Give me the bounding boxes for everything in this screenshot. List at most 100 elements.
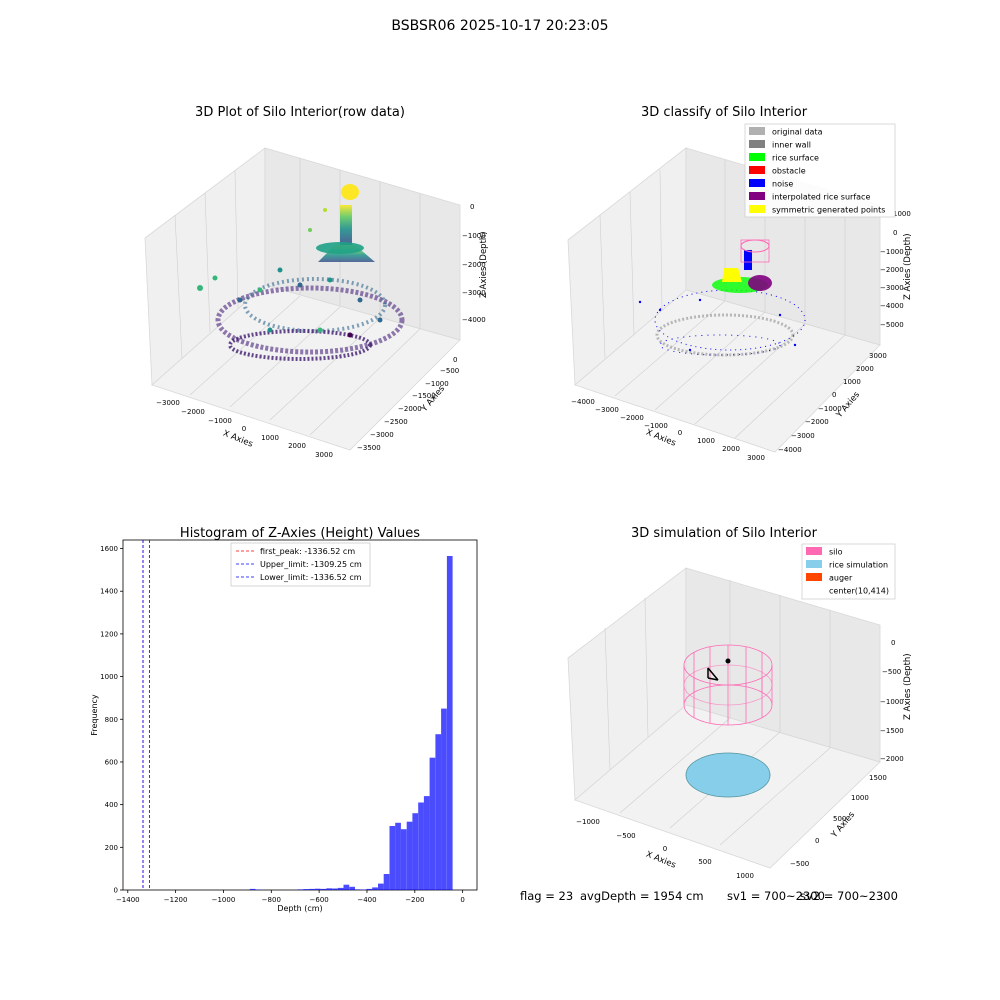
svg-text:−1000: −1000 xyxy=(644,422,668,430)
svg-text:−2000: −2000 xyxy=(181,408,205,416)
hist-legend-label: Lower_limit: -1336.52 cm xyxy=(260,573,362,582)
svg-text:−4000: −4000 xyxy=(778,446,802,454)
classify-legend-swatch xyxy=(749,153,765,161)
svg-text:−3000: −3000 xyxy=(880,284,904,292)
raw-x-label: X Axies xyxy=(221,429,254,450)
svg-text:0: 0 xyxy=(891,639,895,647)
raw-z-ticks: 0 −1000 −2000 −3000 −4000 xyxy=(462,203,486,324)
panel-classify-3d: 3D classify of Silo Interior xyxy=(567,105,913,462)
hist-x-tick-label: −1000 xyxy=(212,896,236,904)
hist-y-tick-label: 800 xyxy=(105,716,118,724)
simulation-legend-swatch xyxy=(806,573,822,581)
svg-text:−5000: −5000 xyxy=(880,321,904,329)
status-flag: flag = 23 xyxy=(520,889,574,903)
classify-legend-swatch xyxy=(749,140,765,148)
simulation-legend-label: auger xyxy=(829,574,853,583)
classify-legend-label: noise xyxy=(772,180,793,189)
status-sv2: sv2 = 700~2300 xyxy=(800,889,898,903)
hist-x-label: Depth (cm) xyxy=(277,904,322,913)
svg-text:3000: 3000 xyxy=(315,451,333,459)
hist-bar xyxy=(332,888,338,890)
svg-text:0: 0 xyxy=(678,429,682,437)
svg-text:0: 0 xyxy=(815,837,819,845)
svg-text:−1000: −1000 xyxy=(880,248,904,256)
raw-plot-title: 3D Plot of Silo Interior(row data) xyxy=(195,105,405,120)
svg-text:2000: 2000 xyxy=(856,365,874,373)
svg-text:−1500: −1500 xyxy=(880,727,904,735)
hist-bar xyxy=(418,802,424,890)
svg-text:−2000: −2000 xyxy=(398,405,422,413)
classify-z-label: Z Axies (Depth) xyxy=(903,233,913,300)
hist-bar xyxy=(372,887,378,890)
hist-legend: first_peak: -1336.52 cm Upper_limit: -130… xyxy=(230,542,371,587)
hist-bar xyxy=(435,734,442,890)
simulation-z-label: Z Axies (Depth) xyxy=(903,653,913,720)
svg-text:0: 0 xyxy=(242,425,246,433)
svg-text:3000: 3000 xyxy=(747,454,765,462)
auger-arrow xyxy=(707,667,719,681)
hist-y-tick-label: 200 xyxy=(105,844,118,852)
svg-text:−3000: −3000 xyxy=(791,432,815,440)
hist-y-tick-label: 1000 xyxy=(100,673,118,681)
classify-plot-title: 3D classify of Silo Interior xyxy=(641,105,808,120)
svg-text:−500: −500 xyxy=(616,832,635,840)
svg-text:1000: 1000 xyxy=(261,434,279,442)
hist-title: Histogram of Z-Axies (Height) Values xyxy=(180,526,420,541)
figure-title: BSBSR06 2025-10-17 20:23:05 xyxy=(391,18,609,34)
svg-text:−4000: −4000 xyxy=(880,302,904,310)
svg-text:1000: 1000 xyxy=(736,872,754,880)
simulation-legend-label: rice simulation xyxy=(829,561,888,570)
svg-text:2000: 2000 xyxy=(722,445,740,453)
panel-histogram: Histogram of Z-Axies (Height) Values −14… xyxy=(90,526,478,913)
classify-legend-label: obstacle xyxy=(772,167,806,176)
svg-text:2000: 2000 xyxy=(288,442,306,450)
simulation-legend-label: silo xyxy=(829,548,843,557)
svg-text:−2000: −2000 xyxy=(462,261,486,269)
classify-legend-label: original data xyxy=(772,128,823,137)
status-avg-depth: avgDepth = 1954 cm xyxy=(580,889,704,903)
hist-bar xyxy=(395,822,401,890)
hist-bar xyxy=(429,757,436,890)
hist-x-tick-label: −800 xyxy=(262,896,281,904)
classify-point-cloud xyxy=(638,239,806,357)
hist-bar xyxy=(314,888,321,890)
svg-text:500: 500 xyxy=(698,858,711,866)
svg-text:−2000: −2000 xyxy=(880,266,904,274)
simulation-legend-label: center(10,414) xyxy=(829,587,889,596)
svg-text:1000: 1000 xyxy=(893,210,911,218)
svg-text:1500: 1500 xyxy=(869,774,887,782)
hist-bar xyxy=(400,829,407,890)
hist-legend-frame xyxy=(230,542,371,587)
hist-y-tick-label: 0 xyxy=(114,887,118,895)
hist-bar xyxy=(355,889,361,890)
raw-z-label: Z Axies (Depth) xyxy=(479,231,489,298)
hist-bar xyxy=(349,886,355,890)
hist-bar xyxy=(383,874,390,890)
hist-bar xyxy=(423,796,430,890)
hist-x-tick-label: −1400 xyxy=(116,896,140,904)
simulation-legend-swatch xyxy=(806,560,822,568)
simulation-legend: silo rice simulation auger center(10,414) xyxy=(801,543,896,600)
classify-legend-label: inner wall xyxy=(772,141,811,150)
hist-x-tick-label: −400 xyxy=(357,896,376,904)
hist-x-tick-label: −1200 xyxy=(164,896,188,904)
panel-simulation-3d: 3D simulation of Silo Interior xyxy=(567,526,913,880)
hist-bar xyxy=(309,888,315,890)
svg-text:−1000: −1000 xyxy=(880,698,904,706)
svg-text:1000: 1000 xyxy=(843,378,861,386)
svg-text:−1000: −1000 xyxy=(462,232,486,240)
hist-y-tick-label: 600 xyxy=(105,758,118,766)
svg-text:1000: 1000 xyxy=(697,437,715,445)
svg-text:0: 0 xyxy=(832,391,836,399)
svg-text:−3000: −3000 xyxy=(595,406,619,414)
hist-bar xyxy=(412,813,419,890)
svg-text:−1000: −1000 xyxy=(425,380,449,388)
hist-bar xyxy=(326,888,332,890)
classify-legend-label: symmetric generated points xyxy=(772,206,885,215)
hist-y-tick-label: 400 xyxy=(105,801,118,809)
svg-text:−3000: −3000 xyxy=(156,399,180,407)
simulation-x-ticks: −1000 −500 0 500 1000 xyxy=(576,818,754,880)
simulation-legend-swatch xyxy=(806,547,822,555)
hist-bar xyxy=(389,826,396,890)
